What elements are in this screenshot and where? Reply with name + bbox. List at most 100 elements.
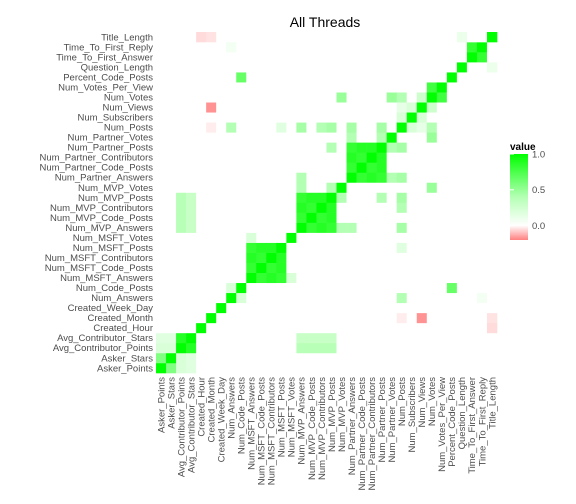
- heatmap-cell: [166, 62, 177, 73]
- heatmap-cell: [216, 82, 227, 93]
- heatmap-cell: [376, 302, 387, 314]
- heatmap-cell: [296, 62, 307, 73]
- heatmap-cell: [266, 222, 277, 233]
- heatmap-cell: [286, 292, 297, 304]
- heatmap-cell: [476, 72, 488, 83]
- heatmap-cell: [336, 262, 347, 274]
- heatmap-cell: [196, 112, 207, 123]
- heatmap-cell: [176, 352, 187, 364]
- heatmap-cell: [206, 72, 217, 83]
- heatmap-cell: [156, 282, 167, 294]
- heatmap-cell: [456, 32, 468, 43]
- heatmap-cell: [436, 362, 448, 374]
- x-tick-label: Num_MSFT_Votes: [287, 377, 298, 457]
- heatmap-cell: [206, 132, 217, 143]
- heatmap-cell: [456, 182, 468, 193]
- heatmap-cell: [166, 352, 177, 364]
- heatmap-cell: [166, 82, 177, 93]
- heatmap-cell: [476, 302, 488, 314]
- heatmap-cell: [356, 332, 367, 344]
- heatmap-cell: [276, 292, 287, 304]
- heatmap-cell: [396, 42, 408, 53]
- heatmap-cell: [376, 212, 387, 223]
- heatmap-cell: [476, 252, 488, 263]
- heatmap-cell: [486, 192, 498, 203]
- heatmap-cell: [226, 202, 237, 213]
- heatmap-cell: [366, 62, 377, 73]
- heatmap-cell: [246, 322, 257, 334]
- heatmap-cell: [446, 262, 458, 274]
- heatmap-cell: [386, 302, 398, 314]
- heatmap-cell: [216, 162, 227, 173]
- heatmap-cell: [386, 142, 398, 153]
- heatmap-cell: [176, 122, 187, 133]
- heatmap-cell: [166, 92, 177, 103]
- heatmap-cell: [316, 92, 327, 103]
- heatmap-cell: [226, 112, 237, 123]
- heatmap-cell: [316, 212, 327, 223]
- heatmap-cell: [396, 192, 408, 203]
- heatmap-cell: [476, 112, 488, 123]
- heatmap-cell: [366, 92, 377, 103]
- heatmap-cell: [296, 282, 307, 294]
- heatmap-cell: [176, 272, 187, 284]
- heatmap-cell: [166, 282, 177, 294]
- heatmap-cell: [316, 272, 327, 284]
- heatmap-cell: [236, 242, 247, 253]
- heatmap-cell: [416, 252, 428, 263]
- heatmap-cell: [206, 352, 217, 364]
- heatmap-cell: [486, 202, 498, 213]
- heatmap-cell: [336, 312, 347, 324]
- heatmap-cell: [166, 132, 177, 143]
- heatmap-cell: [336, 182, 347, 193]
- heatmap-cell: [236, 102, 247, 113]
- heatmap-cell: [446, 342, 458, 354]
- heatmap-cell: [436, 132, 448, 143]
- heatmap-cell: [166, 292, 177, 304]
- heatmap-cell: [296, 322, 307, 334]
- heatmap-cell: [296, 222, 307, 233]
- heatmap-cell: [216, 352, 227, 364]
- heatmap-cell: [296, 352, 307, 364]
- heatmap-cell: [196, 42, 207, 53]
- heatmap-cell: [176, 102, 187, 113]
- heatmap-cell: [456, 42, 468, 53]
- heatmap-cell: [456, 192, 468, 203]
- heatmap-cell: [356, 322, 367, 334]
- heatmap-cell: [486, 212, 498, 223]
- heatmap-cell: [486, 292, 498, 304]
- heatmap-cell: [336, 42, 347, 53]
- heatmap-cell: [296, 132, 307, 143]
- heatmap-cell: [466, 62, 478, 73]
- heatmap-cell: [456, 362, 468, 374]
- y-tick-label: Num_MSFT_Code_Posts: [45, 263, 153, 274]
- heatmap-cell: [446, 172, 458, 183]
- heatmap-cell: [446, 182, 458, 193]
- heatmap-cell: [276, 232, 287, 243]
- y-tick-label: Time_To_First_Answer: [56, 52, 153, 63]
- heatmap-cell: [466, 212, 478, 223]
- x-tick-label: Num_Answers: [227, 377, 238, 439]
- heatmap-cell: [366, 72, 377, 83]
- heatmap-cell: [486, 242, 498, 253]
- heatmap-cell: [356, 242, 367, 253]
- heatmap-cell: [206, 282, 217, 294]
- heatmap-cell: [186, 292, 197, 304]
- x-tick-label: Num_Partner_Posts: [377, 377, 388, 463]
- heatmap-cell: [396, 92, 408, 103]
- heatmap-cell: [476, 142, 488, 153]
- heatmap-cell: [166, 332, 177, 344]
- heatmap-cell: [156, 352, 167, 364]
- heatmap-cell: [366, 322, 377, 334]
- heatmap-cell: [436, 202, 448, 213]
- heatmap-cell: [286, 202, 297, 213]
- heatmap-cell: [306, 122, 317, 133]
- heatmap-cell: [366, 42, 377, 53]
- heatmap-cell: [306, 312, 317, 324]
- heatmap-cell: [386, 122, 398, 133]
- heatmap-cell: [356, 252, 367, 263]
- heatmap-cell: [256, 152, 267, 163]
- heatmap-cell: [326, 292, 337, 304]
- heatmap-cell: [386, 72, 398, 83]
- heatmap-cell: [466, 132, 478, 143]
